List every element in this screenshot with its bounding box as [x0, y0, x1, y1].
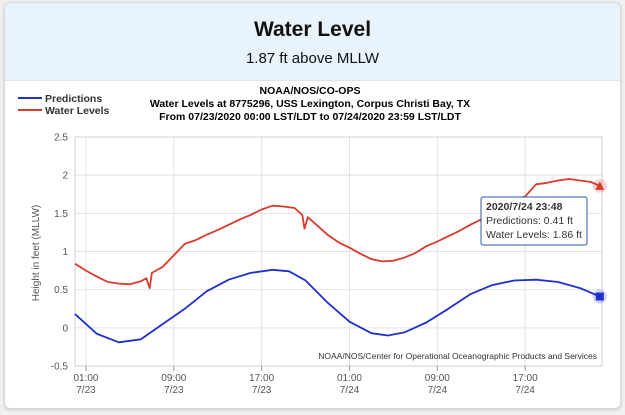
legend-predictions-label[interactable]: Predictions	[45, 93, 102, 105]
x-tick-time: 01:00	[73, 373, 98, 384]
chart-credit: NOAA/NOS/Center for Operational Oceanogr…	[318, 351, 597, 361]
x-tick-date: 7/23	[76, 385, 96, 396]
water-level-card: Water Level 1.87 ft above MLLW NOAA/NOS/…	[4, 2, 621, 409]
chart-subtitle-range: From 07/23/2020 00:00 LST/LDT to 07/24/2…	[159, 111, 461, 123]
x-tick-time: 09:00	[161, 373, 186, 384]
y-axis-ticks: -0.5 0 0.5 1 1.5 2 2.5	[51, 133, 69, 373]
y-tick-label: 0.5	[54, 285, 68, 296]
current-level-readout: 1.87 ft above MLLW	[245, 50, 380, 67]
tooltip-water-levels: Water Levels: 1.86 ft	[486, 229, 582, 241]
x-tick-time: 17:00	[249, 373, 274, 384]
chart-subtitle-station: Water Levels at 8775296, USS Lexington, …	[150, 98, 470, 110]
y-tick-label: 0	[62, 323, 68, 334]
x-tick-date: 7/24	[340, 385, 360, 396]
legend-water-levels-label[interactable]: Water Levels	[45, 105, 110, 117]
y-axis-label: Height in feet (MLLW)	[31, 205, 42, 302]
page-title: Water Level	[253, 18, 372, 41]
water-level-header: Water Level 1.87 ft above MLLW	[5, 3, 620, 81]
x-tick-time: 01:00	[337, 373, 362, 384]
hover-tooltip: 2020/7/24 23:48 Predictions: 0.41 ft Wat…	[480, 196, 588, 246]
plot-frame	[74, 136, 603, 367]
predictions-hover-marker	[595, 292, 604, 301]
x-tick-date: 7/23	[164, 385, 184, 396]
y-tick-label: 1	[62, 247, 68, 258]
chart-legend: Predictions Water Levels	[18, 93, 110, 117]
x-tick-time: 09:00	[425, 373, 450, 384]
predictions-line	[74, 268, 601, 344]
x-tick-date: 7/23	[252, 385, 272, 396]
x-tick-date: 7/24	[428, 385, 448, 396]
x-tick-date: 7/24	[515, 385, 535, 396]
y-tick-label: 2.5	[54, 133, 68, 144]
tooltip-title: 2020/7/24 23:48	[486, 201, 563, 213]
x-tick-time: 17:00	[513, 373, 538, 384]
chart-title: NOAA/NOS/CO-OPS	[260, 85, 361, 97]
tooltip-box	[480, 196, 588, 246]
water-level-chart[interactable]: NOAA/NOS/CO-OPS Water Levels at 8775296,…	[5, 3, 620, 408]
water-levels-hover-marker	[595, 181, 605, 190]
chart-grid	[74, 136, 603, 367]
x-axis-ticks: 01:007/2309:007/2317:007/2301:007/2409:0…	[73, 366, 538, 396]
y-tick-label: 2	[62, 171, 68, 182]
y-tick-label: 1.5	[54, 209, 68, 220]
y-tick-label: -0.5	[51, 362, 69, 373]
hover-markers	[592, 178, 607, 304]
tooltip-predictions: Predictions: 0.41 ft	[486, 215, 573, 227]
